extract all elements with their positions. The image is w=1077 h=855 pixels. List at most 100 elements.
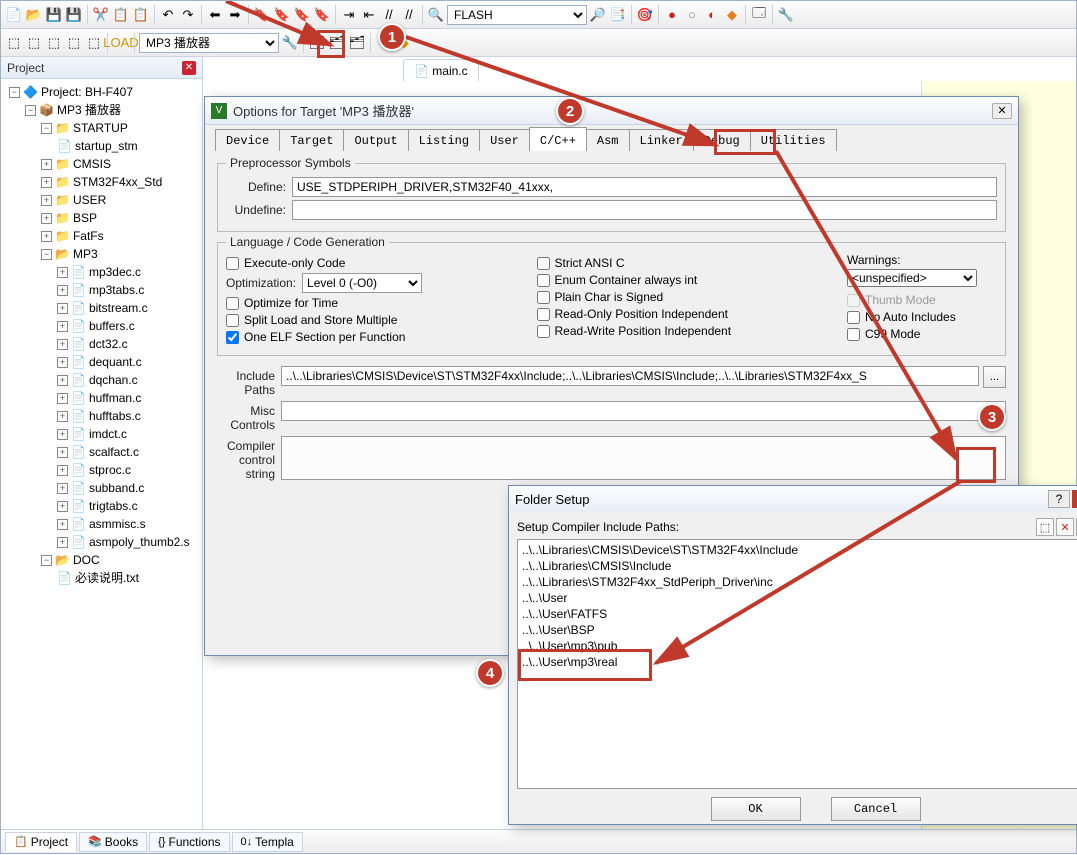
chk-plain[interactable]: [537, 291, 550, 304]
open-icon[interactable]: 📂: [25, 6, 43, 24]
options-dialog-close[interactable]: ✕: [992, 103, 1012, 119]
options-icon[interactable]: 🔧: [281, 34, 299, 52]
bookmark4-icon[interactable]: 🔖: [313, 6, 331, 24]
bp2-icon[interactable]: ○: [683, 6, 701, 24]
file-tab[interactable]: 📄 main.c: [403, 59, 479, 81]
fs-path-item[interactable]: ..\..\Libraries\CMSIS\Include: [522, 558, 1077, 574]
bookmark-icon[interactable]: 🔖: [253, 6, 271, 24]
indent-icon[interactable]: ⇥: [340, 6, 358, 24]
manage3-icon[interactable]: 🗂: [348, 34, 366, 52]
paste-icon[interactable]: 📋: [132, 6, 150, 24]
folder-bsp[interactable]: +📁BSP: [41, 209, 97, 227]
copy-icon[interactable]: 📋: [112, 6, 130, 24]
chk-split[interactable]: [226, 314, 239, 327]
fs-close-button[interactable]: ✕: [1072, 490, 1077, 508]
rebuild-icon[interactable]: ⬚: [45, 34, 63, 52]
file-startup[interactable]: 📄startup_stm: [57, 137, 138, 155]
saveall-icon[interactable]: 💾: [65, 6, 83, 24]
file-item[interactable]: +📄dequant.c: [57, 353, 142, 371]
options-tab-device[interactable]: Device: [215, 129, 280, 151]
file-item[interactable]: +📄asmpoly_thumb2.s: [57, 533, 190, 551]
panel-close-icon[interactable]: ✕: [182, 61, 196, 75]
file-item[interactable]: +📄imdct.c: [57, 425, 127, 443]
folder-user[interactable]: +📁USER: [41, 191, 106, 209]
fs-new-icon[interactable]: ⬚: [1036, 518, 1054, 536]
cut-icon[interactable]: ✂️: [92, 6, 110, 24]
bookmark2-icon[interactable]: 🔖: [273, 6, 291, 24]
file-item[interactable]: +📄bitstream.c: [57, 299, 148, 317]
window-icon[interactable]: 🗔: [750, 6, 768, 24]
file-item[interactable]: +📄huffman.c: [57, 389, 141, 407]
chk-rw[interactable]: [537, 325, 550, 338]
fs-delete-icon[interactable]: ✕: [1056, 518, 1074, 536]
file-item[interactable]: +📄stproc.c: [57, 461, 131, 479]
fs-path-item[interactable]: ..\..\Libraries\STM32F4xx_StdPeriph_Driv…: [522, 574, 1077, 590]
bp4-icon[interactable]: ◆: [723, 6, 741, 24]
bp-icon[interactable]: ●: [663, 6, 681, 24]
save-icon[interactable]: 💾: [45, 6, 63, 24]
folder-fatfs[interactable]: +📁FatFs: [41, 227, 104, 245]
bookmark3-icon[interactable]: 🔖: [293, 6, 311, 24]
include-paths-input[interactable]: [281, 366, 979, 386]
include-browse-button[interactable]: ...: [983, 366, 1006, 388]
redo-icon[interactable]: ↷: [179, 6, 197, 24]
project-tree[interactable]: −🔷Project: BH-F407 −📦MP3 播放器 −📁STARTUP 📄…: [1, 79, 202, 829]
chk-strict[interactable]: [537, 257, 550, 270]
fwd-icon[interactable]: ➡: [226, 6, 244, 24]
options-tab-target[interactable]: Target: [279, 129, 344, 151]
undefine-input[interactable]: [292, 200, 997, 220]
translate-icon[interactable]: ⬚: [5, 34, 23, 52]
inc-icon[interactable]: 📑: [609, 6, 627, 24]
chk-noauto[interactable]: [847, 311, 860, 324]
tab-templates[interactable]: 0↓ Templa: [232, 832, 303, 852]
chk-exec-only[interactable]: [226, 257, 239, 270]
options-tab-asm[interactable]: Asm: [586, 129, 630, 151]
fs-path-item[interactable]: ..\..\User\BSP: [522, 622, 1077, 638]
project-combo[interactable]: MP3 播放器: [139, 33, 279, 53]
options-tab-user[interactable]: User: [479, 129, 530, 151]
file-item[interactable]: +📄dqchan.c: [57, 371, 138, 389]
new-icon[interactable]: 📄: [5, 6, 23, 24]
file-item[interactable]: +📄mp3dec.c: [57, 263, 141, 281]
tab-books[interactable]: 📚 Books: [79, 832, 147, 852]
misc-controls-input[interactable]: [281, 401, 1006, 421]
file-item[interactable]: +📄buffers.c: [57, 317, 135, 335]
file-doc[interactable]: 📄必读说明.txt: [57, 569, 139, 587]
project-root[interactable]: −🔷Project: BH-F407: [9, 83, 202, 101]
build-icon[interactable]: ⬚: [25, 34, 43, 52]
back-icon[interactable]: ⬅: [206, 6, 224, 24]
fs-ok-button[interactable]: OK: [711, 797, 801, 821]
file-item[interactable]: +📄trigtabs.c: [57, 497, 138, 515]
stop-icon[interactable]: ⬚: [85, 34, 103, 52]
options-tab-output[interactable]: Output: [343, 129, 408, 151]
fs-path-item[interactable]: ..\..\User\FATFS: [522, 606, 1077, 622]
tab-functions[interactable]: {} Functions: [149, 832, 229, 852]
chk-enum[interactable]: [537, 274, 550, 287]
fs-path-item[interactable]: ..\..\Libraries\CMSIS\Device\ST\STM32F4x…: [522, 542, 1077, 558]
batch-icon[interactable]: ⬚: [65, 34, 83, 52]
options-tab-c/c++[interactable]: C/C++: [529, 127, 587, 151]
download-icon[interactable]: LOAD: [112, 34, 130, 52]
target-combo[interactable]: FLASH: [447, 5, 587, 25]
file-item[interactable]: +📄dct32.c: [57, 335, 128, 353]
undo-icon[interactable]: ↶: [159, 6, 177, 24]
target-node[interactable]: −📦MP3 播放器: [25, 101, 202, 119]
folder-doc[interactable]: −📂DOC: [41, 551, 202, 569]
folder-stdperiph[interactable]: +📁STM32F4xx_Std: [41, 173, 162, 191]
file-item[interactable]: +📄hufftabs.c: [57, 407, 141, 425]
optimization-select[interactable]: Level 0 (-O0): [302, 273, 422, 293]
fs-path-item[interactable]: ..\..\User: [522, 590, 1077, 606]
warnings-select[interactable]: <unspecified>: [847, 269, 977, 287]
folder-startup[interactable]: −📁STARTUP: [41, 119, 202, 137]
chk-c99[interactable]: [847, 328, 860, 341]
config-icon[interactable]: 🔧: [777, 6, 795, 24]
file-item[interactable]: +📄scalfact.c: [57, 443, 139, 461]
chk-one-elf[interactable]: [226, 331, 239, 344]
debug-icon[interactable]: 🎯: [636, 6, 654, 24]
tab-project[interactable]: 📋 Project: [5, 832, 77, 852]
define-input[interactable]: [292, 177, 997, 197]
file-item[interactable]: +📄asmmisc.s: [57, 515, 146, 533]
file-item[interactable]: +📄mp3tabs.c: [57, 281, 144, 299]
find-icon[interactable]: 🔍: [427, 6, 445, 24]
fs-cancel-button[interactable]: Cancel: [831, 797, 921, 821]
